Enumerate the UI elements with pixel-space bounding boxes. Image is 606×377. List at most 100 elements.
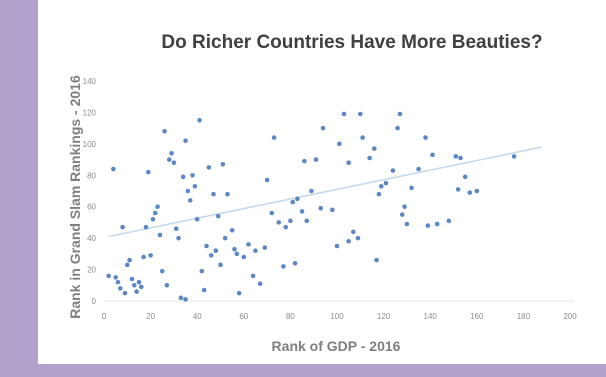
data-point bbox=[197, 117, 202, 123]
y-tick-label: 40 bbox=[87, 234, 96, 243]
data-point bbox=[434, 221, 440, 227]
x-tick-label: 40 bbox=[193, 312, 202, 321]
data-point bbox=[446, 218, 452, 224]
data-point bbox=[122, 290, 128, 296]
data-point bbox=[455, 187, 461, 192]
data-point bbox=[467, 190, 473, 195]
data-point bbox=[232, 246, 237, 252]
data-point bbox=[250, 273, 256, 279]
data-point bbox=[288, 218, 293, 224]
y-tick-label: 100 bbox=[83, 140, 97, 149]
data-point bbox=[383, 180, 389, 186]
data-point bbox=[222, 235, 228, 241]
data-point bbox=[211, 191, 216, 197]
data-point bbox=[404, 221, 410, 227]
x-tick-label: 80 bbox=[286, 312, 295, 321]
data-point bbox=[299, 209, 305, 214]
data-point bbox=[367, 155, 372, 161]
data-point bbox=[276, 220, 282, 225]
data-point bbox=[290, 199, 296, 205]
data-point bbox=[129, 276, 135, 282]
y-tick-label: 20 bbox=[87, 266, 96, 275]
x-tick-label: 20 bbox=[146, 312, 155, 321]
data-point bbox=[313, 157, 319, 162]
data-point bbox=[145, 169, 151, 175]
data-point bbox=[136, 279, 142, 285]
data-point bbox=[453, 154, 459, 159]
data-point bbox=[225, 191, 230, 197]
data-point bbox=[143, 224, 149, 230]
y-tick-label: 0 bbox=[92, 297, 97, 306]
x-tick-label: 180 bbox=[517, 312, 531, 321]
data-point bbox=[106, 273, 111, 279]
data-point bbox=[113, 275, 118, 280]
data-point bbox=[246, 242, 251, 247]
data-point bbox=[194, 216, 200, 222]
data-point bbox=[395, 125, 400, 131]
data-point bbox=[474, 188, 480, 194]
data-point bbox=[253, 248, 258, 254]
x-tick-label: 120 bbox=[377, 312, 391, 321]
data-point bbox=[318, 205, 323, 211]
x-axis-title: Rank of GDP - 2016 bbox=[272, 338, 401, 354]
data-point bbox=[162, 128, 167, 134]
data-point bbox=[358, 111, 363, 117]
y-tick-label: 140 bbox=[83, 77, 97, 86]
data-point bbox=[111, 166, 116, 172]
data-point bbox=[127, 257, 132, 263]
data-point bbox=[141, 254, 146, 260]
data-point bbox=[159, 268, 165, 274]
data-point bbox=[376, 191, 382, 197]
data-point bbox=[134, 289, 139, 294]
data-point bbox=[204, 243, 209, 249]
x-tick-label: 160 bbox=[470, 312, 484, 321]
data-point bbox=[423, 135, 428, 140]
y-tick-label: 80 bbox=[87, 171, 96, 180]
data-point bbox=[229, 227, 235, 233]
data-point bbox=[234, 251, 240, 257]
x-tick-label: 200 bbox=[563, 312, 577, 321]
data-point bbox=[183, 138, 188, 144]
y-tick-labels: 0 20 40 60 80 100 120 140 bbox=[83, 77, 97, 306]
data-point bbox=[183, 297, 188, 302]
data-point bbox=[176, 235, 181, 241]
data-point bbox=[171, 160, 177, 166]
data-point bbox=[337, 141, 342, 147]
data-point bbox=[330, 207, 335, 213]
data-point bbox=[152, 210, 158, 216]
data-point bbox=[402, 204, 407, 210]
data-point bbox=[271, 135, 277, 140]
data-point bbox=[346, 160, 351, 166]
data-point bbox=[169, 150, 174, 156]
data-point bbox=[360, 135, 365, 140]
data-point bbox=[218, 262, 223, 268]
y-tick-label: 60 bbox=[87, 203, 96, 212]
data-point bbox=[511, 154, 517, 159]
data-point bbox=[416, 166, 421, 172]
data-point bbox=[180, 174, 186, 180]
data-point bbox=[215, 213, 221, 219]
data-point bbox=[458, 155, 463, 161]
data-point bbox=[264, 177, 270, 183]
x-tick-label: 0 bbox=[102, 312, 107, 321]
data-point bbox=[378, 183, 384, 189]
trendline-group bbox=[108, 146, 543, 238]
data-point bbox=[150, 216, 156, 222]
data-point bbox=[187, 198, 193, 203]
data-point bbox=[409, 185, 414, 191]
data-point bbox=[283, 224, 289, 230]
data-point bbox=[462, 174, 468, 180]
data-point bbox=[236, 290, 242, 296]
data-point bbox=[125, 262, 130, 268]
data-point bbox=[292, 260, 298, 266]
data-point bbox=[115, 279, 121, 285]
data-point bbox=[190, 172, 195, 178]
data-point bbox=[178, 295, 184, 301]
data-point bbox=[371, 146, 377, 151]
data-point bbox=[201, 287, 207, 293]
y-tick-label: 120 bbox=[83, 108, 97, 117]
data-point bbox=[262, 245, 268, 250]
data-point bbox=[220, 161, 226, 167]
data-point bbox=[397, 111, 403, 117]
